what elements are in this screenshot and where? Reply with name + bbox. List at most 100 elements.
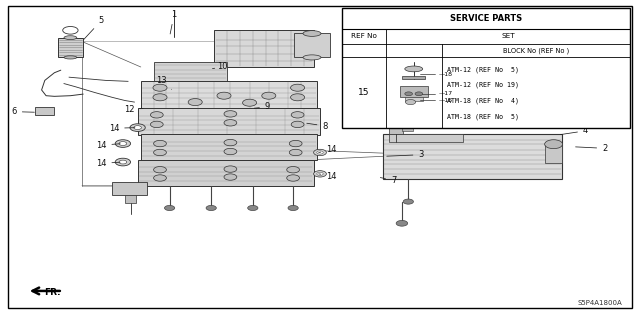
Circle shape	[206, 205, 216, 211]
Text: —18: —18	[438, 71, 452, 77]
Text: 14: 14	[109, 124, 135, 133]
Circle shape	[545, 140, 563, 149]
Bar	[405, 97, 423, 101]
Ellipse shape	[303, 31, 321, 36]
Text: 6: 6	[12, 107, 35, 116]
Bar	[403, 76, 426, 79]
Text: 14: 14	[96, 159, 120, 168]
Text: 14: 14	[319, 145, 337, 154]
Circle shape	[224, 120, 237, 126]
Text: —16: —16	[438, 98, 452, 103]
Circle shape	[314, 149, 326, 156]
Circle shape	[287, 175, 300, 181]
Ellipse shape	[64, 36, 77, 40]
Bar	[402, 125, 413, 131]
Circle shape	[224, 174, 237, 180]
Circle shape	[119, 160, 127, 164]
Circle shape	[63, 26, 78, 34]
Text: 13: 13	[156, 76, 172, 89]
Circle shape	[317, 172, 323, 175]
Circle shape	[224, 111, 237, 117]
Text: 4: 4	[561, 126, 588, 135]
Text: FR.: FR.	[44, 288, 61, 297]
Circle shape	[154, 149, 166, 156]
Circle shape	[115, 140, 131, 147]
Circle shape	[289, 149, 302, 156]
Text: 15: 15	[358, 88, 370, 97]
Text: SET: SET	[501, 33, 515, 39]
Circle shape	[314, 171, 326, 177]
Circle shape	[150, 121, 163, 128]
Circle shape	[164, 205, 175, 211]
Text: 8: 8	[307, 122, 328, 130]
Circle shape	[289, 140, 302, 147]
Text: ATM-12 (REF No 19): ATM-12 (REF No 19)	[447, 82, 519, 88]
Text: 7: 7	[380, 176, 396, 185]
Text: 10: 10	[212, 63, 228, 71]
Text: 14: 14	[96, 141, 120, 150]
Circle shape	[248, 205, 258, 211]
Circle shape	[415, 92, 423, 96]
Text: ATM-18 (REF No  4): ATM-18 (REF No 4)	[447, 98, 519, 104]
Text: 11: 11	[402, 63, 420, 73]
Ellipse shape	[405, 66, 423, 72]
Circle shape	[291, 112, 304, 118]
Text: ATM-12 (REF No  5): ATM-12 (REF No 5)	[447, 66, 519, 73]
Text: BLOCK No (REF No ): BLOCK No (REF No )	[503, 47, 569, 54]
Text: 9: 9	[254, 102, 270, 111]
Circle shape	[403, 199, 413, 204]
Bar	[141, 134, 317, 160]
Circle shape	[291, 84, 305, 91]
Bar	[342, 8, 630, 128]
Text: 1: 1	[170, 10, 177, 34]
Circle shape	[224, 166, 237, 172]
Text: 14: 14	[319, 172, 337, 181]
Ellipse shape	[64, 56, 77, 59]
Circle shape	[154, 140, 166, 147]
Bar	[389, 134, 463, 142]
Text: S5P4A1800A: S5P4A1800A	[577, 300, 622, 306]
Bar	[138, 108, 320, 135]
Circle shape	[291, 94, 305, 101]
Text: —17: —17	[438, 91, 452, 96]
Circle shape	[396, 220, 408, 226]
Circle shape	[288, 205, 298, 211]
Circle shape	[406, 100, 416, 105]
Bar	[383, 134, 562, 179]
Circle shape	[188, 99, 202, 106]
Bar	[400, 86, 428, 97]
Text: 3: 3	[387, 150, 424, 159]
Bar	[389, 121, 403, 134]
Circle shape	[405, 92, 413, 96]
Ellipse shape	[303, 55, 321, 60]
Circle shape	[224, 148, 237, 155]
Circle shape	[130, 124, 145, 131]
Circle shape	[119, 142, 127, 145]
Text: 12: 12	[124, 105, 143, 114]
Bar	[294, 33, 330, 57]
Bar	[125, 195, 136, 203]
Circle shape	[262, 92, 276, 99]
Text: 5: 5	[84, 16, 104, 40]
Circle shape	[153, 84, 167, 91]
Bar	[138, 160, 314, 186]
Circle shape	[317, 151, 323, 154]
Circle shape	[150, 112, 163, 118]
Text: ATM-18 (REF No  5): ATM-18 (REF No 5)	[447, 113, 519, 120]
Circle shape	[291, 121, 304, 128]
Bar	[214, 30, 314, 67]
Circle shape	[287, 167, 300, 173]
Circle shape	[154, 175, 166, 181]
Bar	[112, 182, 147, 195]
Circle shape	[115, 158, 131, 166]
Bar	[58, 38, 83, 57]
Text: REF No: REF No	[351, 33, 377, 39]
Bar	[154, 62, 227, 82]
Circle shape	[217, 92, 231, 99]
Bar	[141, 81, 317, 109]
Circle shape	[243, 99, 257, 106]
Text: SERVICE PARTS: SERVICE PARTS	[451, 14, 522, 23]
Text: 2: 2	[575, 144, 607, 153]
Circle shape	[134, 126, 141, 130]
Circle shape	[153, 94, 167, 101]
